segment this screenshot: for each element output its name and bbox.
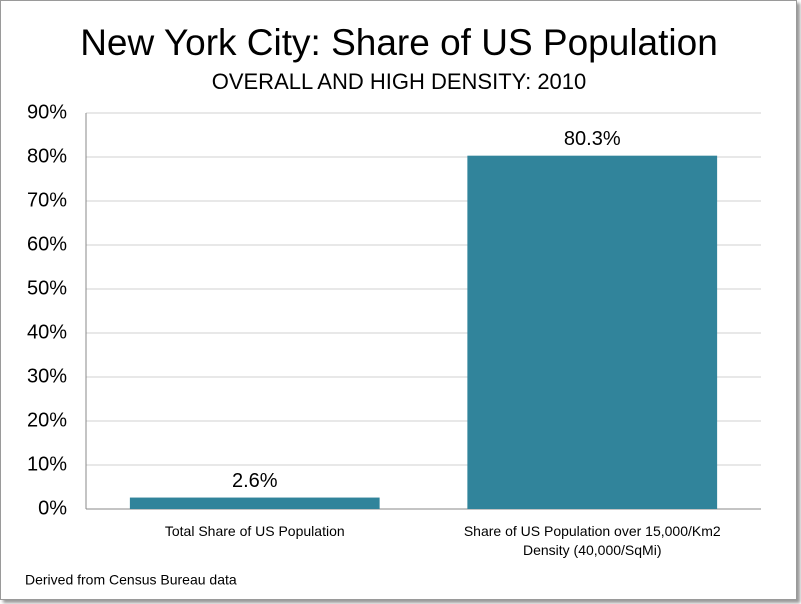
y-tick-label: 10% xyxy=(27,453,67,475)
y-tick-label: 40% xyxy=(27,321,67,343)
y-tick-label: 60% xyxy=(27,233,67,255)
y-tick-label: 30% xyxy=(27,365,67,387)
y-tick-label: 50% xyxy=(27,277,67,299)
x-tick-label: Total Share of US Population xyxy=(164,523,345,539)
y-tick-label: 80% xyxy=(27,145,67,167)
y-tick-label: 70% xyxy=(27,189,67,211)
chart-title: New York City: Share of US Population xyxy=(80,22,718,63)
y-tick-label: 20% xyxy=(27,409,67,431)
source-note: Derived from Census Bureau data xyxy=(25,572,237,588)
y-tick-label: 0% xyxy=(38,497,67,519)
x-tick-label: Share of US Population over 15,000/Km2 D… xyxy=(463,523,721,558)
y-tick-label: 90% xyxy=(27,101,67,123)
bar xyxy=(467,155,718,509)
bar xyxy=(129,497,380,509)
chart-subtitle: OVERALL AND HIGH DENSITY: 2010 xyxy=(212,69,587,94)
data-label: 80.3% xyxy=(564,128,621,150)
data-label: 2.6% xyxy=(232,470,278,492)
